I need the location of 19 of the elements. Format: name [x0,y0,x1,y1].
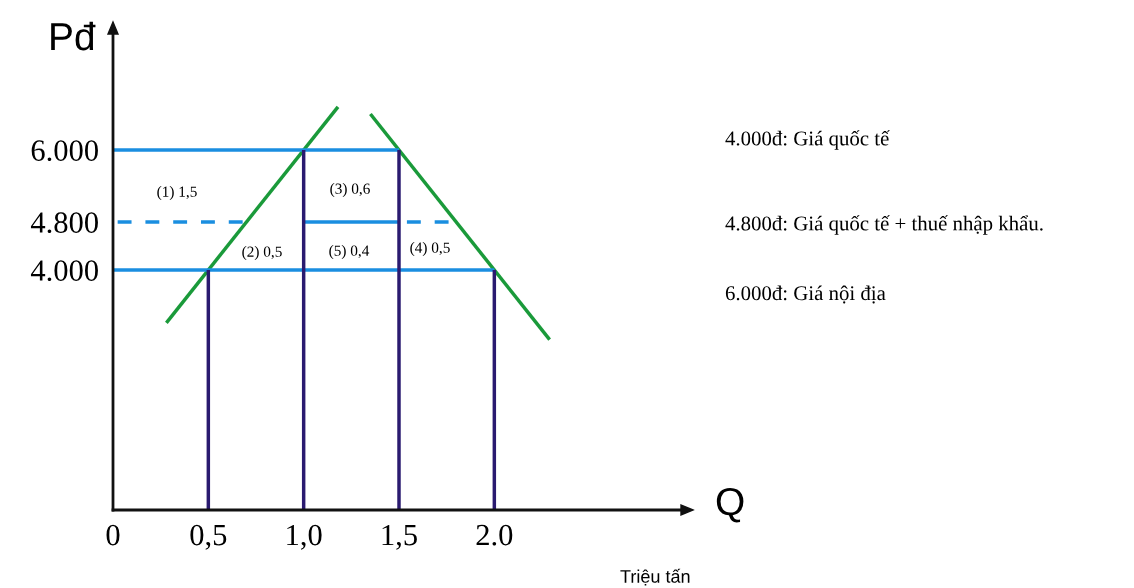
annotation: (3) 0,6 [330,183,370,197]
y-axis-title: Pđ [51,21,96,51]
x-tick-label: 1,5 [382,524,417,550]
text: Triệu tấn [620,568,690,586]
y-tick-label: 4.800 [30,212,98,234]
x-tick-label: 1,0 [287,524,322,550]
annotation: (4) 0,5 [410,242,450,256]
annotation: (2) 0,5 [242,246,282,260]
x-tick-label: 2.0 [476,524,513,546]
text: 6.000đ: Giá nội địa [725,285,886,304]
annotation: (5) 0,4 [329,245,370,259]
x-tick-label: 0 [106,524,120,546]
annotation: (1) 1,5 [157,186,197,200]
text: 4.800đ: Giá quốc tế + thuế nhập khẩu. [725,215,1043,235]
x-axis-title: Q [716,487,744,523]
y-tick-label: 6.000 [31,140,98,162]
text: 4.000đ: Giá quốc tế [725,130,890,150]
x-tick-label: 0,5 [190,524,227,550]
y-tick-label: 4.000 [30,260,98,282]
